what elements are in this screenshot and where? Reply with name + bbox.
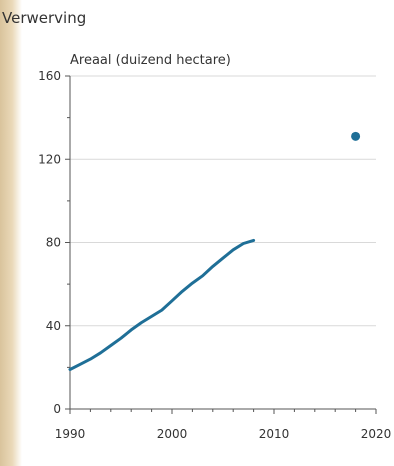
y-tick-label-160: 160	[38, 69, 61, 83]
x-tick-label-1990: 1990	[55, 427, 86, 441]
x-tick-label-2000: 2000	[157, 427, 188, 441]
series	[68, 131, 361, 371]
series-line-0	[68, 238, 256, 371]
x-tick-label-2020: 2020	[361, 427, 392, 441]
x-tick-label-2010: 2010	[259, 427, 290, 441]
y-axis-label: Areaal (duizend hectare)	[70, 53, 231, 68]
series-point-1-0	[351, 131, 361, 141]
y-tick-label-0: 0	[53, 402, 61, 416]
y-tick-label-120: 120	[38, 152, 61, 166]
grid	[70, 75, 376, 327]
y-tick-label-40: 40	[46, 319, 61, 333]
chart-title: Verwerving	[2, 9, 86, 27]
y-tick-label-80: 80	[46, 236, 61, 250]
background-texture	[0, 0, 22, 466]
tick-labels: 0 40 80 120 160 1990 2000 2010 2020	[38, 69, 391, 441]
axes	[65, 75, 377, 414]
